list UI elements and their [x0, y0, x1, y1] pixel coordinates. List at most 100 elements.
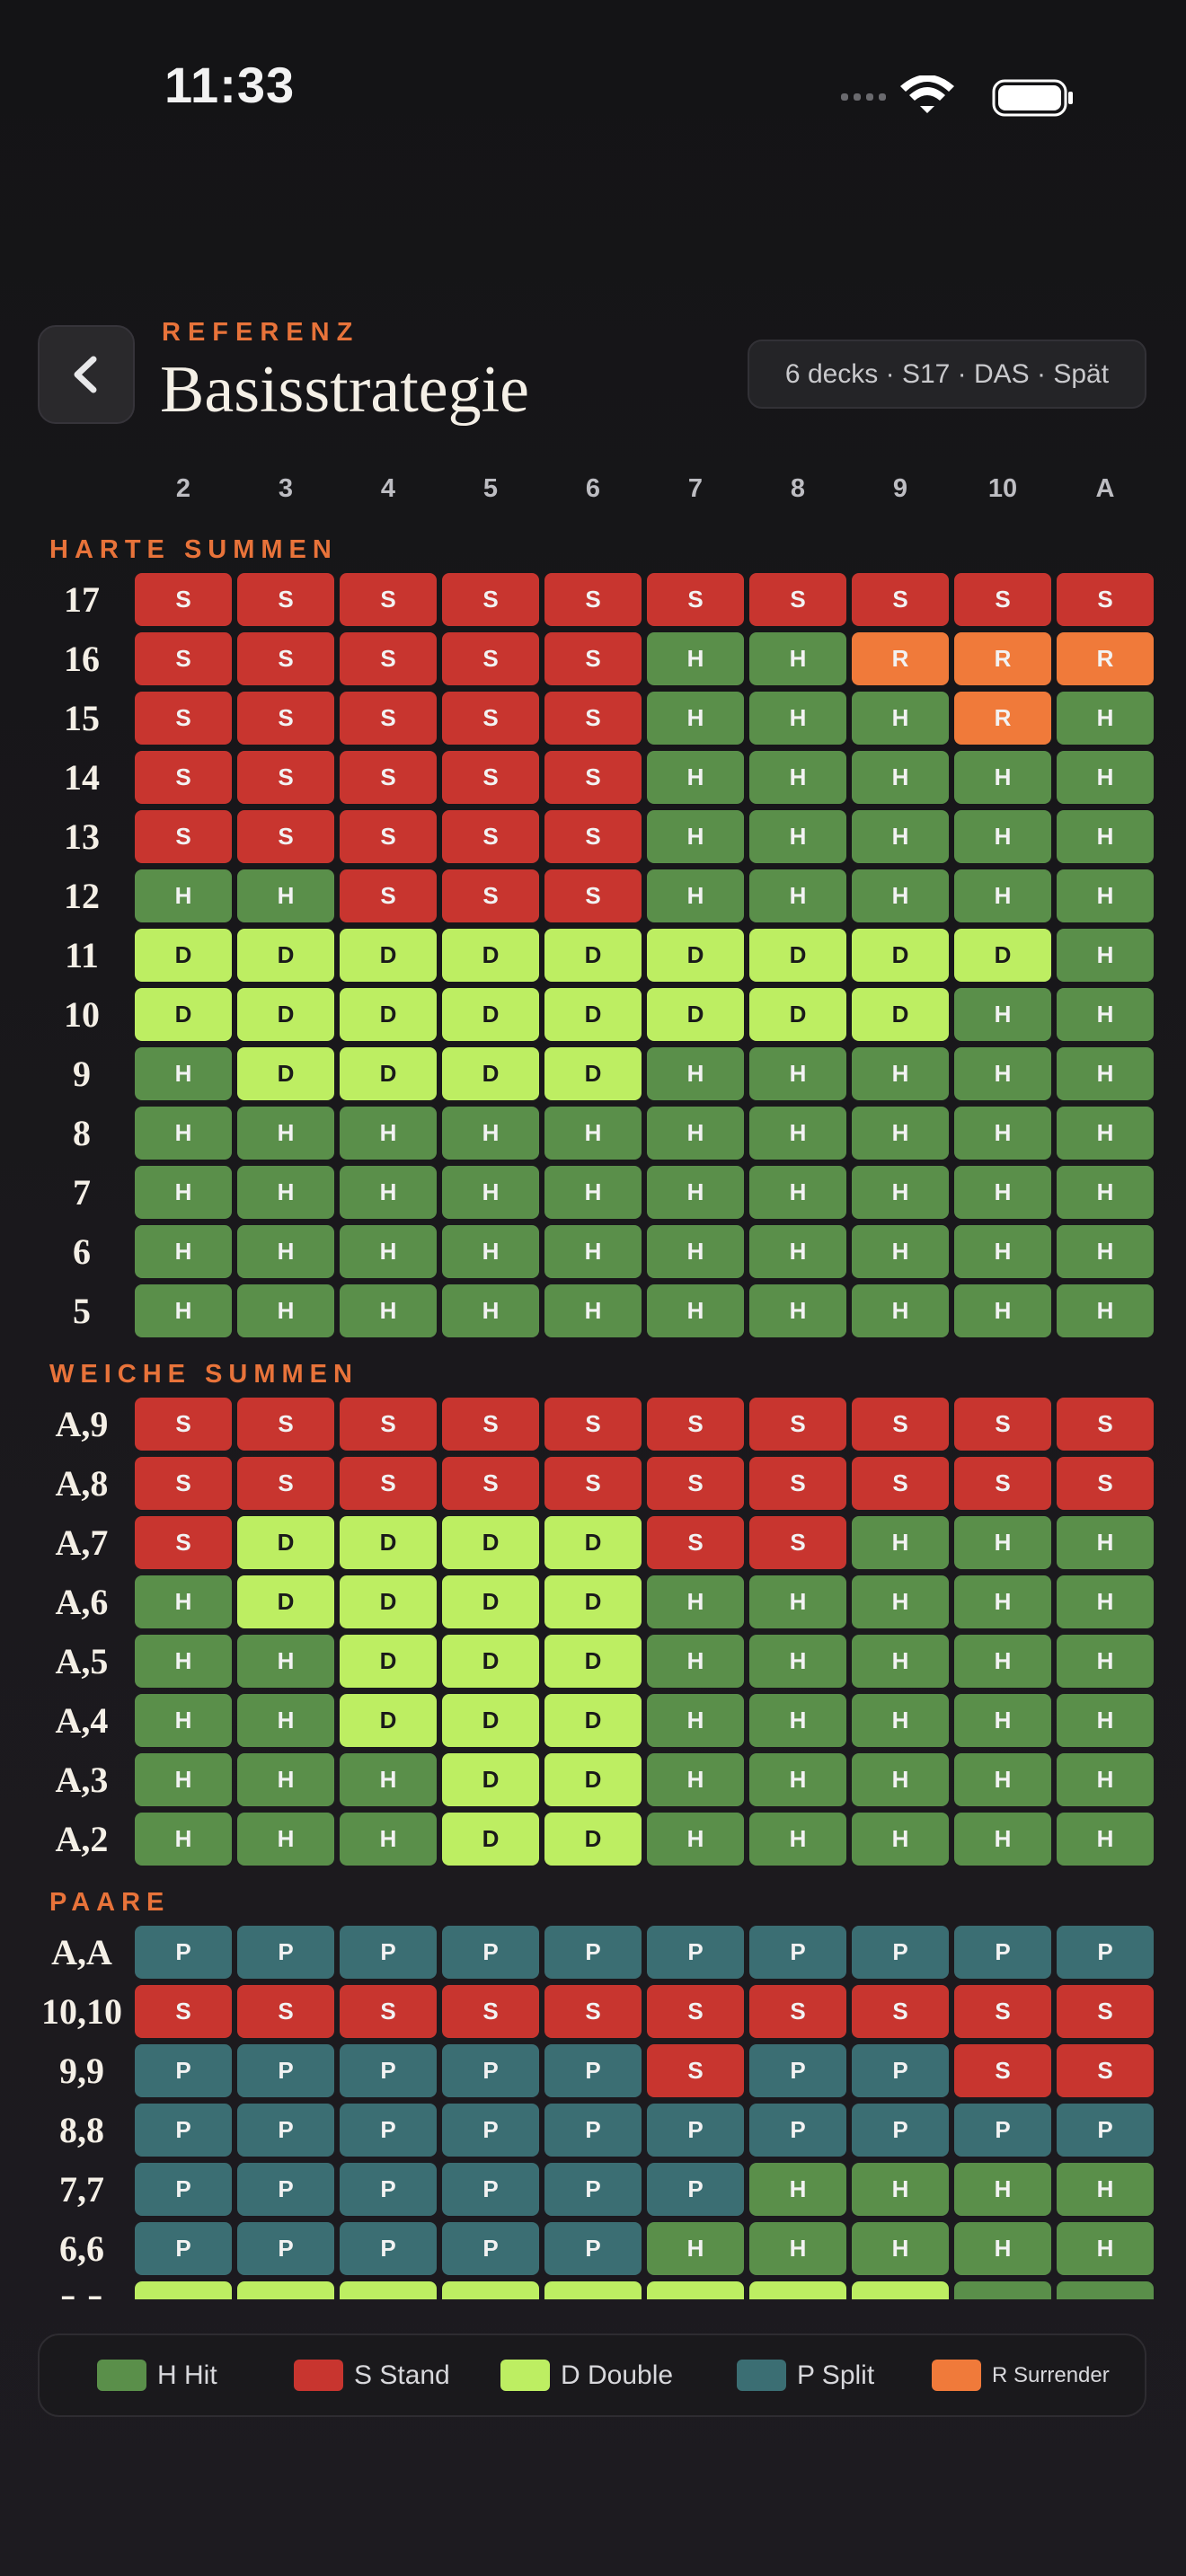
- strategy-cell: H: [852, 751, 949, 804]
- strategy-cell: S: [135, 751, 232, 804]
- strategy-cell: S: [135, 1398, 232, 1451]
- strategy-cell: S: [647, 1985, 744, 2038]
- chart-scroll[interactable]: 2 3 4 5 6 7 8 9 10 A HARTE SUMMEN 17 S S S S S S S S S S 16 S S S…: [0, 0, 1186, 2299]
- strategy-cell: H: [1057, 1284, 1154, 1337]
- strategy-cell: D: [544, 1575, 642, 1628]
- strategy-cell: S: [442, 810, 539, 863]
- strategy-cell: D: [340, 1694, 437, 1747]
- dealer-card: 9: [892, 474, 908, 503]
- hand-label: 17: [64, 579, 100, 620]
- hand-label: A,2: [55, 1819, 109, 1859]
- strategy-cell: D: [135, 988, 232, 1041]
- strategy-cell: D: [340, 1575, 437, 1628]
- dealer-card: 5: [482, 474, 499, 503]
- strategy-cell: H: [647, 1284, 744, 1337]
- strategy-cell: H: [135, 869, 232, 922]
- strategy-cell: H: [340, 1284, 437, 1337]
- legend-swatch: [294, 2360, 343, 2391]
- strategy-cell: H: [954, 2163, 1051, 2216]
- strategy-cell: D: [544, 2281, 642, 2299]
- strategy-cell: P: [135, 2163, 232, 2216]
- strategy-cell: H: [237, 1635, 334, 1688]
- hand-label: 10,10: [41, 1991, 122, 2032]
- strategy-cell: S: [647, 1516, 744, 1569]
- rules-badge[interactable]: 6 decks · S17 · DAS · Spät: [748, 340, 1146, 409]
- strategy-cell: H: [237, 1813, 334, 1866]
- strategy-cell: H: [954, 810, 1051, 863]
- strategy-cell: P: [340, 2104, 437, 2157]
- hand-label: 8: [73, 1113, 91, 1153]
- hand-label: A,5: [55, 1641, 109, 1681]
- strategy-cell: H: [647, 2222, 744, 2275]
- strategy-cell: D: [237, 2281, 334, 2299]
- strategy-cell: S: [340, 692, 437, 745]
- strategy-cell: H: [1057, 1166, 1154, 1219]
- strategy-cell: H: [1057, 1047, 1154, 1100]
- strategy-cell: S: [647, 573, 744, 626]
- strategy-cell: H: [852, 1047, 949, 1100]
- strategy-cell: P: [954, 1926, 1051, 1979]
- strategy-cell: S: [1057, 1985, 1154, 2038]
- strategy-cell: H: [1057, 1635, 1154, 1688]
- back-button[interactable]: [38, 325, 135, 424]
- strategy-cell: H: [647, 1575, 744, 1628]
- strategy-cell: S: [340, 1985, 437, 2038]
- strategy-cell: P: [544, 2222, 642, 2275]
- hand-label: A,3: [55, 1760, 109, 1800]
- strategy-cell: P: [544, 2104, 642, 2157]
- strategy-cell: D: [647, 2281, 744, 2299]
- strategy-cell: P: [237, 2044, 334, 2097]
- strategy-cell: H: [1057, 751, 1154, 804]
- strategy-cell: H: [442, 1166, 539, 1219]
- legend-swatch: [932, 2360, 981, 2391]
- strategy-cell: H: [954, 1225, 1051, 1278]
- strategy-cell: S: [135, 632, 232, 685]
- strategy-cell: S: [954, 1457, 1051, 1510]
- strategy-cell: S: [647, 2044, 744, 2097]
- section-title: WEICHE SUMMEN: [49, 1360, 358, 1389]
- strategy-cell: D: [544, 1047, 642, 1100]
- strategy-cell: H: [954, 2281, 1051, 2299]
- hand-label: A,4: [55, 1700, 109, 1741]
- strategy-cell: H: [647, 1047, 744, 1100]
- strategy-cell: P: [135, 1926, 232, 1979]
- dealer-card: 10: [987, 474, 1018, 503]
- strategy-cell: S: [237, 810, 334, 863]
- strategy-cell: H: [135, 1813, 232, 1866]
- strategy-cell: P: [340, 1926, 437, 1979]
- strategy-cell: H: [1057, 1694, 1154, 1747]
- strategy-cell: H: [442, 1107, 539, 1160]
- strategy-cell: D: [442, 1753, 539, 1806]
- strategy-cell: H: [852, 2163, 949, 2216]
- strategy-cell: H: [852, 1516, 949, 1569]
- strategy-cell: S: [852, 1457, 949, 1510]
- strategy-cell: H: [852, 1225, 949, 1278]
- strategy-cell: S: [442, 869, 539, 922]
- strategy-cell: H: [954, 2222, 1051, 2275]
- hand-label: 9: [73, 1054, 91, 1094]
- dealer-card: 6: [585, 474, 601, 503]
- strategy-cell: H: [647, 869, 744, 922]
- dealer-card: 8: [790, 474, 806, 503]
- strategy-cell: P: [237, 2222, 334, 2275]
- dealer-card: 7: [687, 474, 704, 503]
- strategy-cell: H: [954, 1753, 1051, 1806]
- strategy-cell: H: [237, 1225, 334, 1278]
- strategy-cell: D: [442, 2281, 539, 2299]
- strategy-cell: S: [1057, 573, 1154, 626]
- hand-label: A,9: [55, 1404, 109, 1444]
- strategy-cell: S: [749, 1398, 846, 1451]
- strategy-cell: D: [442, 1516, 539, 1569]
- strategy-cell: D: [749, 2281, 846, 2299]
- strategy-cell: H: [1057, 810, 1154, 863]
- strategy-cell: S: [340, 632, 437, 685]
- status-time: 11:33: [164, 57, 296, 113]
- strategy-cell: D: [442, 1635, 539, 1688]
- strategy-cell: D: [647, 929, 744, 982]
- strategy-cell: D: [340, 988, 437, 1041]
- strategy-cell: S: [647, 1398, 744, 1451]
- strategy-cell: H: [135, 1166, 232, 1219]
- status-icons: [841, 75, 1073, 117]
- strategy-cell: D: [237, 988, 334, 1041]
- strategy-cell: H: [340, 1166, 437, 1219]
